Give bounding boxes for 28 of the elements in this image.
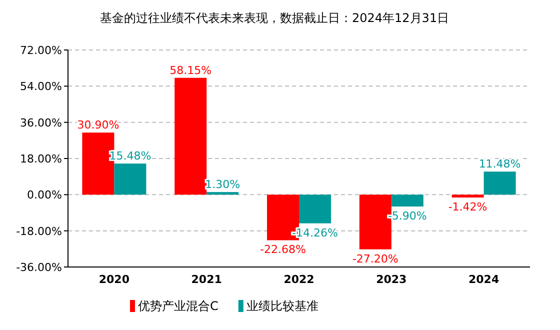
legend-label: 业绩比较基准 <box>246 299 318 313</box>
y-tick-label: -18.00% <box>16 224 62 238</box>
y-tick-label: 72.00% <box>20 44 62 57</box>
bar <box>299 194 331 224</box>
x-tick-label: 2024 <box>468 273 500 286</box>
bar <box>114 164 146 195</box>
data-label: 30.90% <box>77 118 120 132</box>
legend-label: 优势产业混合C <box>138 299 218 313</box>
x-tick-label: 2021 <box>191 273 222 286</box>
data-label: 58.15% <box>170 64 212 77</box>
data-label: -1.42% <box>448 200 488 214</box>
x-tick-label: 2022 <box>284 273 314 286</box>
data-label: -22.68% <box>260 243 306 256</box>
data-label: -27.20% <box>352 252 398 266</box>
y-tick-label: 36.00% <box>20 116 62 130</box>
x-tick-label: 2023 <box>376 273 407 286</box>
y-tick-label: 18.00% <box>20 152 62 166</box>
y-tick-label: 0.00% <box>27 188 62 202</box>
y-tick-label: 54.00% <box>20 80 62 94</box>
bar <box>174 78 207 195</box>
bar <box>452 194 484 198</box>
x-tick-label: 2020 <box>98 273 130 286</box>
data-label: 11.48% <box>478 158 521 171</box>
y-tick-label: -36.00% <box>16 261 62 274</box>
bar <box>206 192 239 195</box>
chart-title: 基金的过往业绩不代表未来表现，数据截止日：2024年12月31日 <box>100 11 450 25</box>
bar <box>484 172 516 195</box>
bar <box>391 194 424 207</box>
